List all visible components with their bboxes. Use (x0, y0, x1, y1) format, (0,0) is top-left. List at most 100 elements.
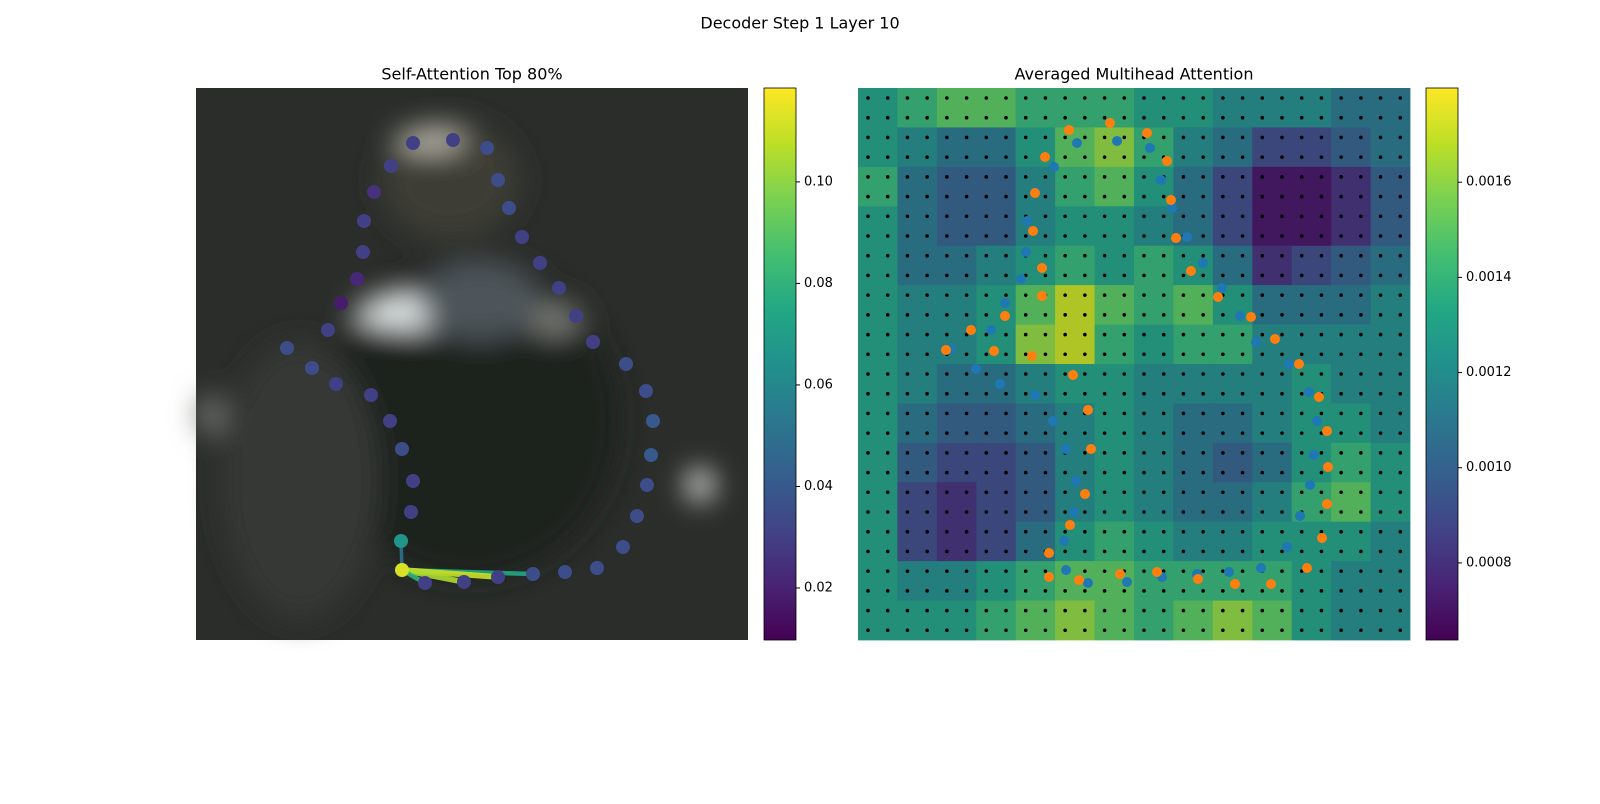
keypoint (989, 346, 999, 356)
grid-dot (866, 628, 870, 633)
grid-dot (885, 293, 890, 297)
grid-dot (885, 490, 890, 495)
grid-dot (1201, 431, 1205, 435)
grid-dot (1102, 214, 1107, 219)
grid-dot (1260, 549, 1265, 554)
grid-dot (1043, 451, 1048, 455)
grid-dot (1299, 372, 1304, 376)
grid-dot (1378, 313, 1383, 317)
keypoint (1080, 489, 1090, 499)
grid-dot (1102, 155, 1107, 159)
keypoint (1071, 476, 1081, 486)
grid-dot (1004, 569, 1008, 573)
grid-dot (1280, 115, 1284, 120)
attention-point (356, 245, 370, 259)
grid-dot (1319, 293, 1324, 297)
heatmap-cell (1055, 324, 1096, 365)
keypoint (1083, 405, 1093, 415)
attention-point (384, 159, 398, 173)
grid-dot (964, 490, 969, 495)
grid-dot (885, 253, 890, 258)
grid-dot (1142, 628, 1146, 633)
grid-dot (1221, 214, 1225, 219)
grid-dot (1083, 115, 1087, 120)
grid-dot (1043, 470, 1048, 475)
grid-dot (866, 589, 870, 593)
attention-point (329, 377, 343, 391)
grid-dot (866, 273, 870, 278)
grid-dot (1023, 135, 1028, 140)
grid-dot (1319, 470, 1324, 475)
grid-dot (1083, 313, 1087, 317)
grid-dot (1398, 451, 1403, 455)
grid-dot (1398, 549, 1403, 554)
grid-dot (1063, 194, 1067, 199)
grid-dot (1043, 411, 1048, 416)
heatmap-cell (976, 521, 1017, 562)
grid-dot (945, 234, 949, 238)
grid-dot (1063, 470, 1067, 475)
heatmap-cell (1331, 521, 1372, 562)
keypoint (1314, 392, 1324, 402)
grid-dot (964, 253, 969, 258)
grid-dot (1122, 490, 1127, 495)
grid-dot (905, 155, 910, 159)
grid-dot (905, 214, 910, 219)
keypoint (1028, 226, 1038, 236)
heatmap-cell (1173, 442, 1214, 483)
grid-dot (1240, 608, 1245, 613)
heatmap-cell (1094, 206, 1135, 247)
heatmap-cell (897, 324, 938, 365)
heatmap-cell (897, 245, 938, 286)
grid-dot (1221, 431, 1225, 435)
grid-dot (1280, 135, 1284, 140)
heatmap-cell (1134, 245, 1174, 286)
grid-dot (1339, 451, 1343, 455)
grid-dot (1359, 529, 1363, 534)
heatmap-cell (1370, 403, 1411, 444)
grid-dot (885, 510, 890, 514)
grid-dot (1201, 332, 1205, 337)
attention-link (401, 567, 465, 585)
keypoint (1061, 444, 1071, 454)
grid-dot (1221, 194, 1225, 199)
heatmap-cell (1173, 127, 1214, 168)
grid-dot (1280, 332, 1284, 337)
grid-dot (1063, 273, 1067, 278)
grid-dot (1043, 175, 1048, 179)
grid-dot (1102, 510, 1107, 514)
grid-dot (1240, 194, 1245, 199)
grid-dot (885, 391, 890, 396)
grid-dot (925, 273, 929, 278)
grid-dot (1102, 115, 1107, 120)
grid-dot (1102, 96, 1107, 100)
grid-dot (1339, 135, 1343, 140)
grid-dot (1378, 391, 1383, 396)
grid-dot (925, 96, 929, 100)
grid-dot (1378, 96, 1383, 100)
grid-dot (1398, 293, 1403, 297)
grid-dot (1102, 628, 1107, 633)
heatmap-cell (858, 245, 898, 286)
grid-dot (1102, 293, 1107, 297)
heatmap-cell (1291, 127, 1332, 168)
grid-dot (1142, 155, 1146, 159)
grid-dot (1083, 510, 1087, 514)
grid-dot (1260, 115, 1265, 120)
grid-dot (1398, 569, 1403, 573)
keypoint (941, 345, 951, 355)
grid-dot (1161, 332, 1166, 337)
grid-dot (1339, 175, 1343, 179)
grid-dot (1240, 470, 1245, 475)
grid-dot (885, 589, 890, 593)
attention-point (640, 478, 654, 492)
grid-dot (1260, 313, 1265, 317)
grid-dot (1260, 155, 1265, 159)
grid-dot (1201, 470, 1205, 475)
grid-dot (1142, 194, 1146, 199)
heatmap-cell (1055, 206, 1096, 247)
grid-dot (1378, 293, 1383, 297)
grid-dot (945, 628, 949, 633)
grid-dot (866, 529, 870, 534)
grid-dot (1063, 391, 1067, 396)
